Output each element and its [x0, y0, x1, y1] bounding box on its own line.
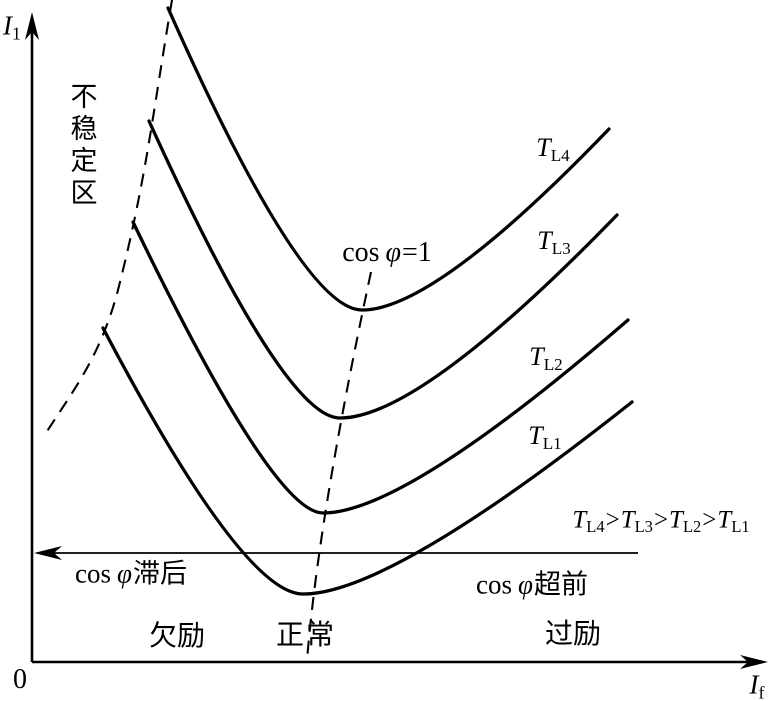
- unstable-region-label: 不稳定区: [70, 82, 98, 208]
- y-axis-arrowhead: [25, 12, 39, 40]
- stability-boundary-line: [43, 0, 174, 437]
- curve-label-TL1: TL1: [528, 421, 562, 453]
- curve-label-TL4: TL4: [536, 133, 570, 165]
- torque-order-annotation: TL4>TL3>TL2>TL1: [572, 506, 750, 537]
- phi-symbol: φ: [117, 558, 132, 589]
- curve-label-TL2: TL2: [529, 342, 563, 374]
- v-curve-TL2: [131, 220, 630, 515]
- x-axis-arrowhead: [740, 655, 768, 669]
- x-axis-label: If: [749, 669, 765, 701]
- v-curve-TL4: [166, 6, 611, 312]
- curve-label-TL3: TL3: [537, 226, 571, 258]
- pf-lagging-label: cos φ滞后: [75, 558, 187, 589]
- origin-label: 0: [13, 664, 27, 695]
- phi-symbol: φ: [385, 237, 402, 268]
- over-excited-label: 过励: [544, 619, 602, 650]
- v-curve-TL3: [147, 119, 619, 420]
- under-excited-label: 欠励: [148, 621, 206, 652]
- y-axis-label: I1: [3, 10, 21, 44]
- unity-pf-line: [305, 271, 373, 662]
- pf-left-arrowhead: [34, 546, 62, 560]
- pf-leading-label: cos φ超前: [476, 569, 588, 600]
- v-curve-TL1: [101, 326, 634, 596]
- unity-power-factor-label: cos φ=1: [342, 237, 432, 268]
- normal-excitation-label: 正常: [275, 620, 337, 651]
- phi-symbol: φ: [518, 569, 533, 600]
